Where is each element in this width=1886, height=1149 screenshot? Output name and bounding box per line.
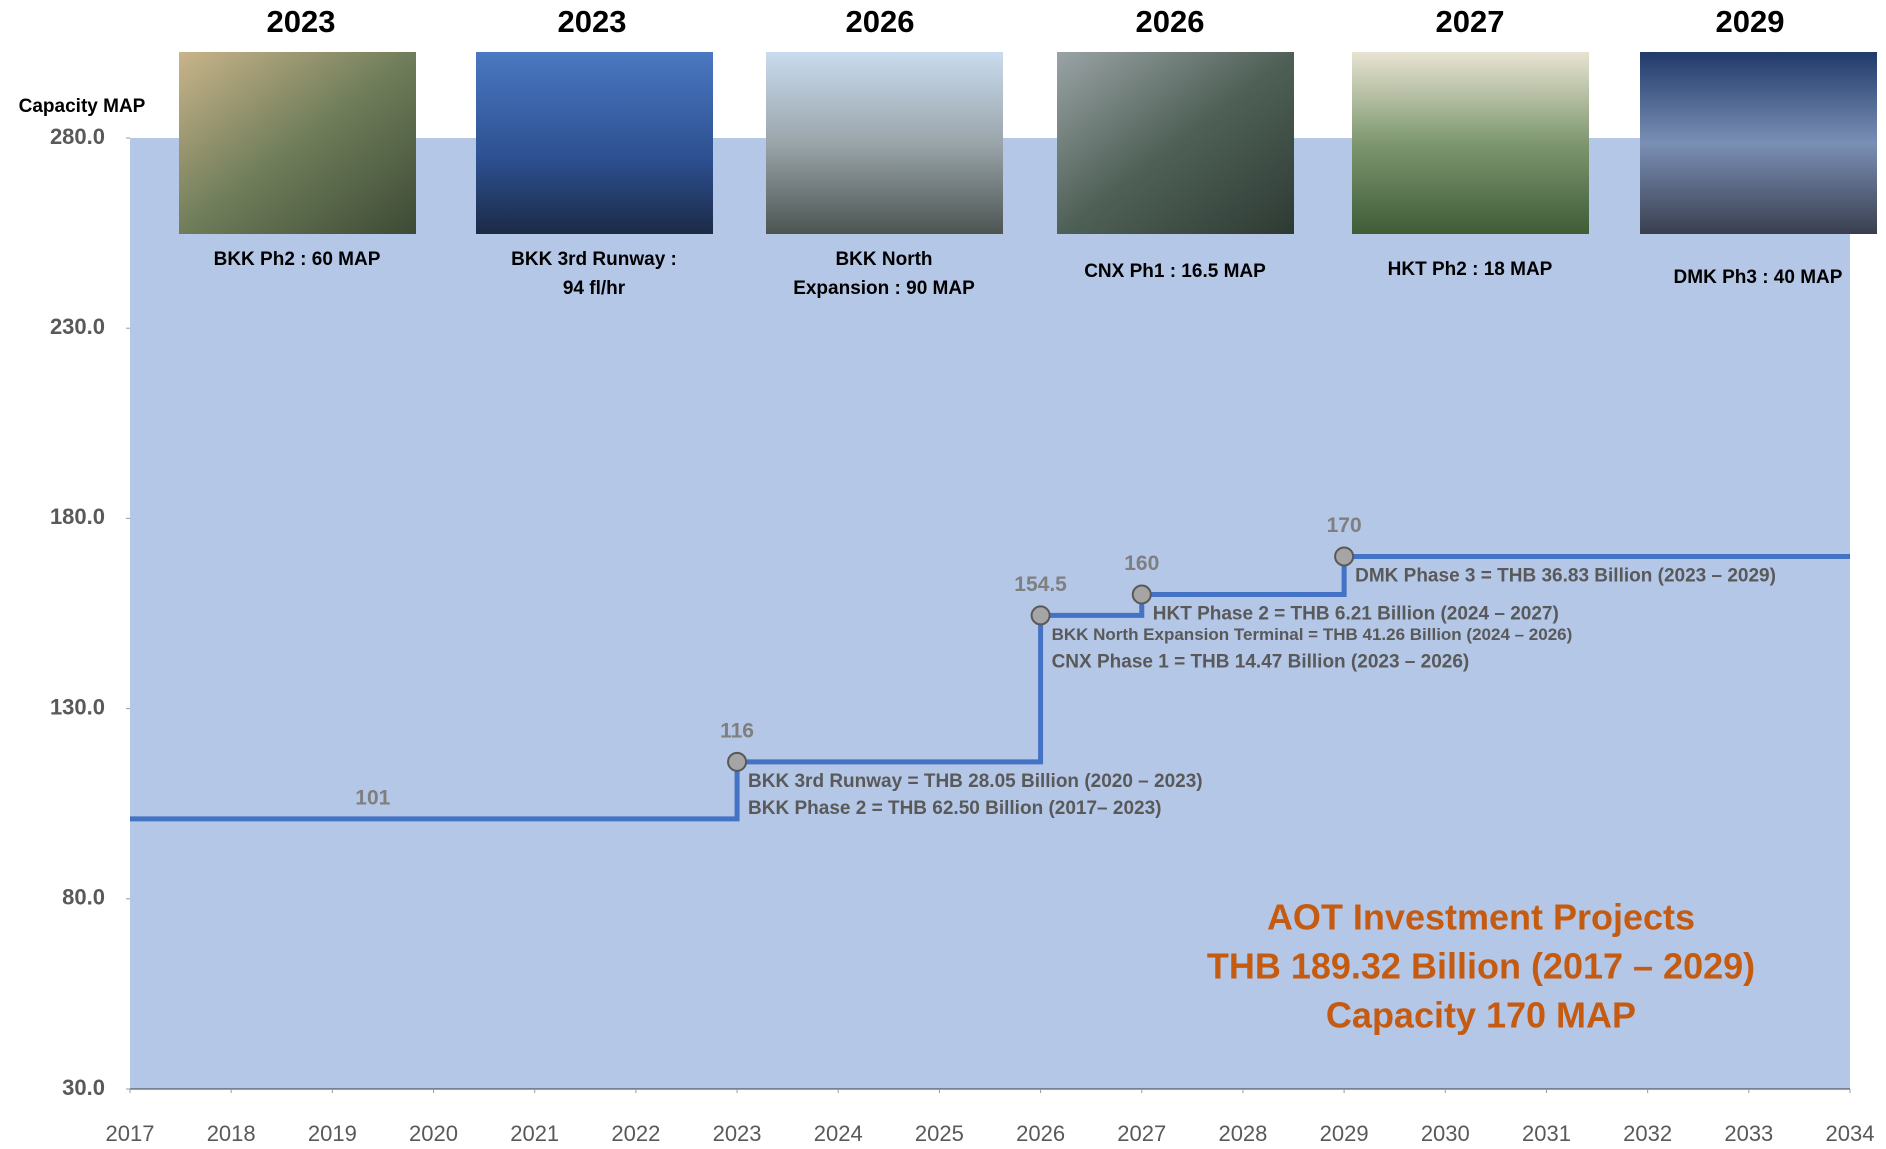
x-tick-label: 2027: [1117, 1121, 1166, 1146]
summary-text: THB 189.32 Billion (2017 – 2029): [1207, 946, 1755, 987]
x-tick-label: 2025: [915, 1121, 964, 1146]
x-tick-label: 2029: [1320, 1121, 1369, 1146]
x-tick-label: 2020: [409, 1121, 458, 1146]
x-tick-label: 2028: [1218, 1121, 1267, 1146]
y-tick-label: 180.0: [50, 504, 105, 529]
project-caption: BKK 3rd Runway :: [511, 249, 677, 270]
project-year: 2026: [846, 4, 915, 39]
project-image: [179, 52, 416, 234]
summary-text: Capacity 170 MAP: [1326, 995, 1636, 1036]
x-tick-label: 2034: [1826, 1121, 1875, 1146]
x-tick-label: 2019: [308, 1121, 357, 1146]
annotation: HKT Phase 2 = THB 6.21 Billion (2024 – 2…: [1153, 603, 1559, 624]
step-line: [130, 553, 1850, 822]
x-tick-label: 2024: [814, 1121, 863, 1146]
project-caption: Expansion : 90 MAP: [793, 278, 975, 299]
project-caption: 94 fl/hr: [563, 278, 626, 299]
x-tick-label: 2033: [1724, 1121, 1773, 1146]
step-marker: [1030, 605, 1051, 626]
value-label: 154.5: [1014, 573, 1067, 596]
annotation: CNX Phase 1 = THB 14.47 Billion (2023 – …: [1052, 651, 1470, 672]
x-tick-label: 2032: [1623, 1121, 1672, 1146]
x-tick-label: 2022: [611, 1121, 660, 1146]
project-image: [1640, 52, 1877, 234]
value-label: 101: [355, 786, 390, 809]
y-tick-label: 130.0: [50, 694, 105, 719]
annotation: BKK North Expansion Terminal = THB 41.26…: [1052, 625, 1573, 644]
x-tick-label: 2031: [1522, 1121, 1571, 1146]
project-year: 2023: [267, 4, 336, 39]
project-caption: BKK North: [835, 249, 932, 270]
project-caption: CNX Ph1 : 16.5 MAP: [1084, 261, 1266, 282]
x-tick-label: 2030: [1421, 1121, 1470, 1146]
value-label: 160: [1124, 552, 1159, 575]
project-image: [476, 52, 713, 234]
project-year: 2029: [1716, 4, 1785, 39]
project-image: [766, 52, 1003, 234]
project-caption: DMK Ph3 : 40 MAP: [1674, 267, 1843, 288]
project-caption: BKK Ph2 : 60 MAP: [214, 249, 381, 270]
y-tick-label: 80.0: [62, 885, 105, 910]
annotation: DMK Phase 3 = THB 36.83 Billion (2023 – …: [1355, 565, 1776, 586]
annotation: BKK 3rd Runway = THB 28.05 Billion (2020…: [748, 771, 1203, 792]
x-tick-label: 2018: [207, 1121, 256, 1146]
step-marker: [1334, 546, 1355, 567]
value-label: 170: [1327, 514, 1362, 537]
x-tick-label: 2023: [713, 1121, 762, 1146]
project-image: [1352, 52, 1589, 234]
y-tick-label: 230.0: [50, 314, 105, 339]
annotation: BKK Phase 2 = THB 62.50 Billion (2017– 2…: [748, 798, 1161, 819]
plot-area: [130, 138, 1850, 1089]
project-caption: HKT Ph2 : 18 MAP: [1388, 259, 1553, 280]
y-tick-label: 280.0: [50, 124, 105, 149]
x-tick-label: 2017: [106, 1121, 155, 1146]
project-year: 2027: [1436, 4, 1505, 39]
x-tick-label: 2026: [1016, 1121, 1065, 1146]
step-marker: [1131, 584, 1152, 605]
project-year: 2026: [1136, 4, 1205, 39]
x-tick-label: 2021: [510, 1121, 559, 1146]
y-tick-label: 30.0: [62, 1075, 105, 1100]
step-marker: [727, 751, 748, 772]
summary-text: AOT Investment Projects: [1267, 897, 1695, 938]
project-image: [1057, 52, 1294, 234]
y-axis-title: Capacity MAP: [19, 96, 146, 117]
project-year: 2023: [558, 4, 627, 39]
value-label: 116: [720, 719, 754, 742]
